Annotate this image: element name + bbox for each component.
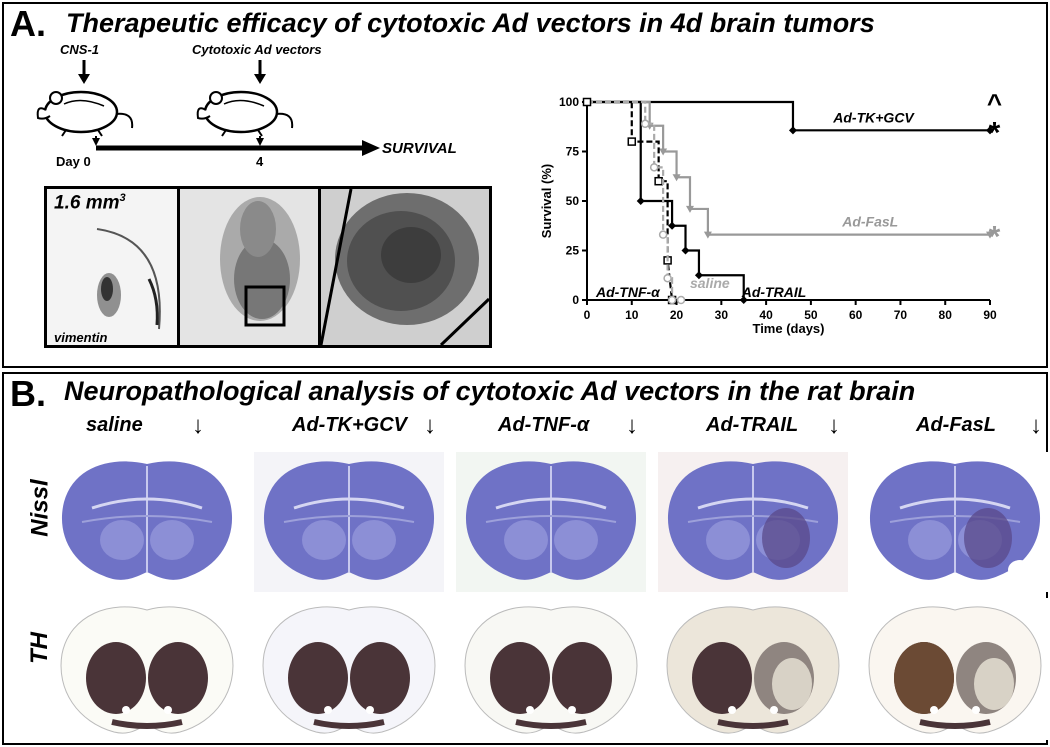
- column-label: Ad-TNF-α: [498, 414, 590, 436]
- data-point: [654, 176, 663, 186]
- down-arrow-icon: [78, 60, 90, 84]
- rat-icon: [36, 90, 134, 137]
- x-tick-label: 80: [939, 308, 953, 322]
- y-tick-label: 25: [566, 244, 580, 258]
- chart-labels: 0 10 20 30 40 50 60 70 80 90 0 25 50 75 100 Time (days)…: [539, 92, 1002, 336]
- data-point: [672, 174, 681, 182]
- y-tick-label: 50: [566, 194, 580, 208]
- th-brain-section: [456, 598, 646, 740]
- data-point: [986, 126, 994, 135]
- x-tick-label: 70: [894, 308, 908, 322]
- panel-a-title: Therapeutic efficacy of cytotoxic Ad vec…: [66, 8, 875, 38]
- x-tick-label: 0: [584, 308, 591, 322]
- column-label: Ad-FasL: [916, 414, 996, 436]
- injection-arrow-icon: ↓: [828, 412, 840, 439]
- data-point: [668, 221, 677, 230]
- nissl-brain-section: [456, 452, 646, 592]
- data-point: [685, 205, 694, 213]
- data-point: [640, 119, 650, 129]
- survival-timeline-arrow: [92, 136, 380, 156]
- timeline-label-cns1: CNS-1: [60, 42, 100, 57]
- x-tick-label: 40: [759, 308, 773, 322]
- chart-axes: [582, 101, 991, 305]
- series-label-fasl: Ad-FasL: [841, 214, 898, 230]
- injection-arrow-icon: ↓: [1030, 412, 1042, 439]
- injection-arrow-icon: ↓: [192, 412, 204, 439]
- data-point: [659, 148, 668, 156]
- x-axis-label: Time (days): [752, 321, 824, 336]
- column-label: Ad-TK+GCV: [292, 414, 407, 436]
- x-tick-label: 20: [670, 308, 684, 322]
- x-tick-label: 50: [804, 308, 818, 322]
- data-point: [658, 230, 668, 239]
- nissl-brain-section: [52, 452, 242, 592]
- series-line: [587, 100, 745, 300]
- data-point: [636, 197, 645, 205]
- panel-a: A. Therapeutic efficacy of cytotoxic Ad …: [2, 2, 1048, 368]
- x-tick-label: 90: [983, 308, 997, 322]
- y-tick-label: 75: [566, 145, 580, 159]
- column-label: Ad-TRAIL: [706, 414, 799, 436]
- timeline-label-survival: SURVIVAL: [382, 140, 457, 157]
- th-brain-section: [860, 598, 1050, 740]
- data-point: [663, 273, 672, 283]
- survival-chart: 0 10 20 30 40 50 60 70 80 90 0 25 50 75 100 Time (days)…: [539, 92, 1002, 336]
- micrograph-mid-mag: [180, 189, 320, 345]
- panel-b: B. Neuropathological analysis of cytotox…: [2, 372, 1050, 745]
- y-axis-label: Survival (%): [539, 164, 554, 238]
- panel-a-label: A.: [10, 3, 46, 44]
- th-brain-section: [254, 598, 444, 740]
- series-label-tnf: Ad-TNF-α: [595, 284, 661, 300]
- injection-arrow-icon: ↓: [626, 412, 638, 439]
- data-point: [649, 163, 659, 172]
- data-point: [582, 97, 592, 107]
- series-line: [587, 100, 990, 236]
- y-tick-label: 0: [572, 293, 579, 307]
- panel-b-title: Neuropathological analysis of cytotoxic …: [64, 376, 916, 406]
- x-tick-label: 60: [849, 308, 863, 322]
- data-point: [627, 137, 637, 146]
- data-point: [676, 295, 686, 305]
- y-tick-label: 100: [559, 95, 579, 109]
- timeline-label-vectors: Cytotoxic Ad vectors: [192, 42, 322, 57]
- significance-star: *: [989, 116, 1001, 149]
- timeline-diagram: [36, 60, 380, 156]
- series-label-trail: Ad-TRAIL: [741, 284, 807, 300]
- panel-b-label: B.: [10, 373, 46, 414]
- th-brain-section: [658, 598, 848, 740]
- timeline-label-day0: Day 0: [56, 154, 91, 169]
- tumor-volume-label: 1.6 mm3: [54, 192, 126, 214]
- down-arrow-icon: [254, 60, 266, 84]
- nissl-brain-section: [860, 452, 1050, 592]
- nissl-brain-section: [658, 452, 848, 592]
- row-label-th: TH: [26, 632, 53, 664]
- injection-arrow-icon: ↓: [424, 412, 436, 439]
- significance-star: *: [989, 221, 1001, 254]
- data-point: [703, 231, 712, 239]
- row-label-nissl: Nissl: [26, 479, 54, 537]
- micrograph-strip: [44, 186, 492, 348]
- timeline-label-day4: 4: [256, 154, 264, 169]
- data-point: [739, 296, 748, 304]
- data-point: [667, 295, 677, 305]
- stain-label: vimentin: [54, 330, 108, 345]
- x-tick-label: 30: [715, 308, 729, 322]
- data-point: [986, 231, 994, 239]
- data-point: [694, 271, 703, 280]
- data-point: [788, 126, 797, 135]
- micrograph-low-mag: [47, 189, 179, 345]
- nissl-brain-section: [254, 452, 444, 592]
- chart-series: [582, 97, 994, 305]
- micrograph-high-mag: [321, 189, 489, 345]
- rat-icon: [196, 90, 294, 137]
- significance-caret: ^: [987, 92, 1002, 118]
- series-label-saline: saline: [690, 275, 730, 291]
- th-brain-section: [52, 598, 242, 740]
- series-label-tk: Ad-TK+GCV: [832, 109, 915, 125]
- column-label: saline: [86, 414, 143, 436]
- series-line: [587, 100, 990, 132]
- data-point: [681, 246, 690, 255]
- x-tick-label: 10: [625, 308, 639, 322]
